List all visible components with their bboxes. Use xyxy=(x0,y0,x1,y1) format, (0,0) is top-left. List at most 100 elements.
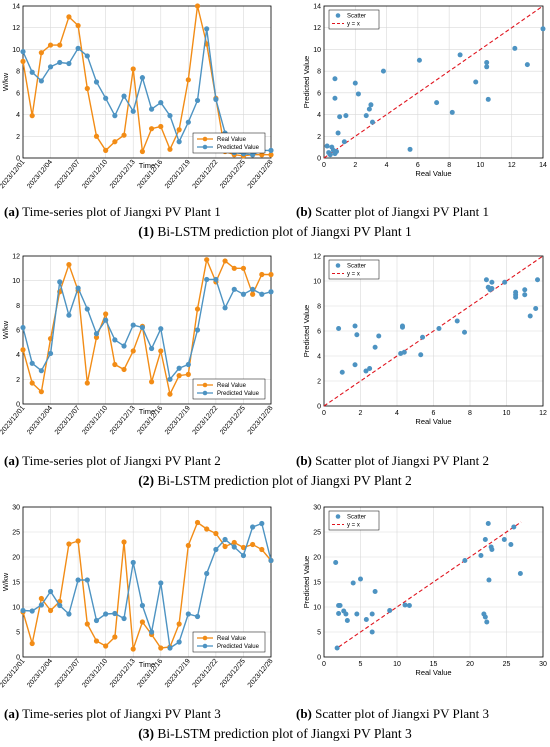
scatter-point xyxy=(341,139,347,145)
scatter-point xyxy=(339,369,345,375)
data-point-predicted xyxy=(84,53,90,59)
data-point-real xyxy=(176,621,182,627)
y-tick-label: 8 xyxy=(16,303,20,310)
scatter-point xyxy=(343,113,349,119)
data-point-real xyxy=(250,541,256,548)
subcaption-scatter-plant-2: (b) Scatter plot of Jiangxi PV Plant 2 xyxy=(296,453,489,469)
scatter-point xyxy=(369,611,375,617)
data-point-predicted xyxy=(103,611,109,617)
data-point-real xyxy=(148,126,155,132)
legend-label: Real Value xyxy=(217,137,247,143)
data-point-real xyxy=(222,543,228,550)
data-point-real xyxy=(29,380,35,386)
series-line-predicted xyxy=(22,522,272,650)
data-point-real xyxy=(38,50,44,56)
scatter-point xyxy=(402,602,408,608)
data-point-real xyxy=(204,257,210,263)
data-point-predicted xyxy=(250,524,256,530)
data-point-predicted xyxy=(20,49,26,55)
data-point-predicted xyxy=(20,607,26,614)
x-tick-label: 4 xyxy=(395,410,399,417)
x-tick-label: 2023/12/19 xyxy=(164,159,192,190)
scatter-chart-plant-2: 0 2 4 6 8 10 12 0 2 4 6 8 10 12 Real Value Predicted Va… xyxy=(302,254,547,427)
scatter-point xyxy=(482,537,488,542)
data-point-predicted xyxy=(130,322,136,328)
scatter-point xyxy=(517,571,523,576)
scatter-point xyxy=(462,329,468,335)
scatter-point xyxy=(501,537,507,542)
data-point-predicted xyxy=(167,645,173,651)
x-tick-label: 2023/12/01 xyxy=(0,405,27,436)
data-point-predicted xyxy=(185,361,191,368)
scatter-point xyxy=(358,576,363,582)
y-tick-label: 6 xyxy=(317,90,321,97)
x-tick-label: 30 xyxy=(539,661,547,668)
data-point-real xyxy=(84,621,90,627)
data-point-predicted xyxy=(75,285,81,291)
data-point-real xyxy=(112,361,118,368)
data-point-predicted xyxy=(139,602,146,609)
scatter-point xyxy=(485,521,491,526)
legend-box xyxy=(192,631,266,653)
data-point-predicted xyxy=(84,306,90,312)
scatter-point xyxy=(336,611,342,616)
data-point-predicted xyxy=(130,559,136,566)
x-tick-label: 6 xyxy=(416,162,420,169)
scatter-point xyxy=(502,279,508,285)
identity-line xyxy=(338,521,522,648)
scatter-point xyxy=(522,287,528,293)
data-point-real xyxy=(185,371,191,377)
data-point-predicted xyxy=(148,106,155,112)
y-tick-label: 2 xyxy=(317,134,321,141)
y-axis-label: Predicted Value xyxy=(302,305,311,357)
data-point-predicted xyxy=(268,289,274,295)
x-tick-label: 2023/12/10 xyxy=(81,658,109,689)
y-tick-label: 0 xyxy=(317,655,321,662)
y-tick-label: 8 xyxy=(317,69,321,76)
data-point-predicted xyxy=(194,613,201,620)
scatter-point xyxy=(486,577,492,583)
scatter-point xyxy=(332,76,338,82)
y-tick-label: 8 xyxy=(16,69,20,76)
subcaption-time-series-plant-2: (a) Time-series plot of Jiangxi PV Plant… xyxy=(4,453,221,469)
scatter-point xyxy=(473,79,479,85)
x-tick-label: 2023/12/13 xyxy=(109,159,137,190)
data-point-predicted xyxy=(250,152,256,158)
y-axis-label: Predicted Value xyxy=(302,556,311,608)
subcaption-text: Scatter plot of Jiangxi PV Plant 1 xyxy=(311,204,489,219)
data-point-predicted xyxy=(204,570,210,577)
legend-swatch-marker xyxy=(335,263,341,268)
data-point-predicted xyxy=(38,602,44,608)
legend-label: Scatter xyxy=(347,264,366,270)
scatter-point xyxy=(485,96,491,102)
data-point-real xyxy=(185,77,191,83)
data-point-real xyxy=(204,526,210,532)
scatter-point xyxy=(334,148,340,154)
scatter-point xyxy=(363,113,369,119)
y-tick-label: 12 xyxy=(12,25,20,32)
legend-swatch-marker xyxy=(335,13,341,18)
x-tick-label: 2023/12/04 xyxy=(26,159,54,190)
data-point-real xyxy=(66,541,72,547)
data-point-predicted xyxy=(250,286,256,292)
scatter-point xyxy=(352,80,358,86)
data-point-predicted xyxy=(47,588,54,595)
x-tick-label: 2023/12/22 xyxy=(192,658,220,689)
data-point-real xyxy=(103,643,109,649)
x-tick-label: 15 xyxy=(430,661,438,668)
data-point-real xyxy=(259,271,265,278)
data-point-real xyxy=(130,348,136,354)
data-point-predicted xyxy=(158,100,164,106)
data-point-predicted xyxy=(185,611,191,617)
data-point-real xyxy=(103,311,109,317)
data-point-predicted xyxy=(112,610,118,617)
y-tick-label: 6 xyxy=(16,328,20,335)
legend-box xyxy=(328,9,380,30)
data-point-real xyxy=(231,539,237,546)
scatter-point xyxy=(337,114,343,120)
y-tick-label: 2 xyxy=(16,377,20,384)
data-point-predicted xyxy=(93,617,100,624)
data-point-real xyxy=(194,519,201,526)
